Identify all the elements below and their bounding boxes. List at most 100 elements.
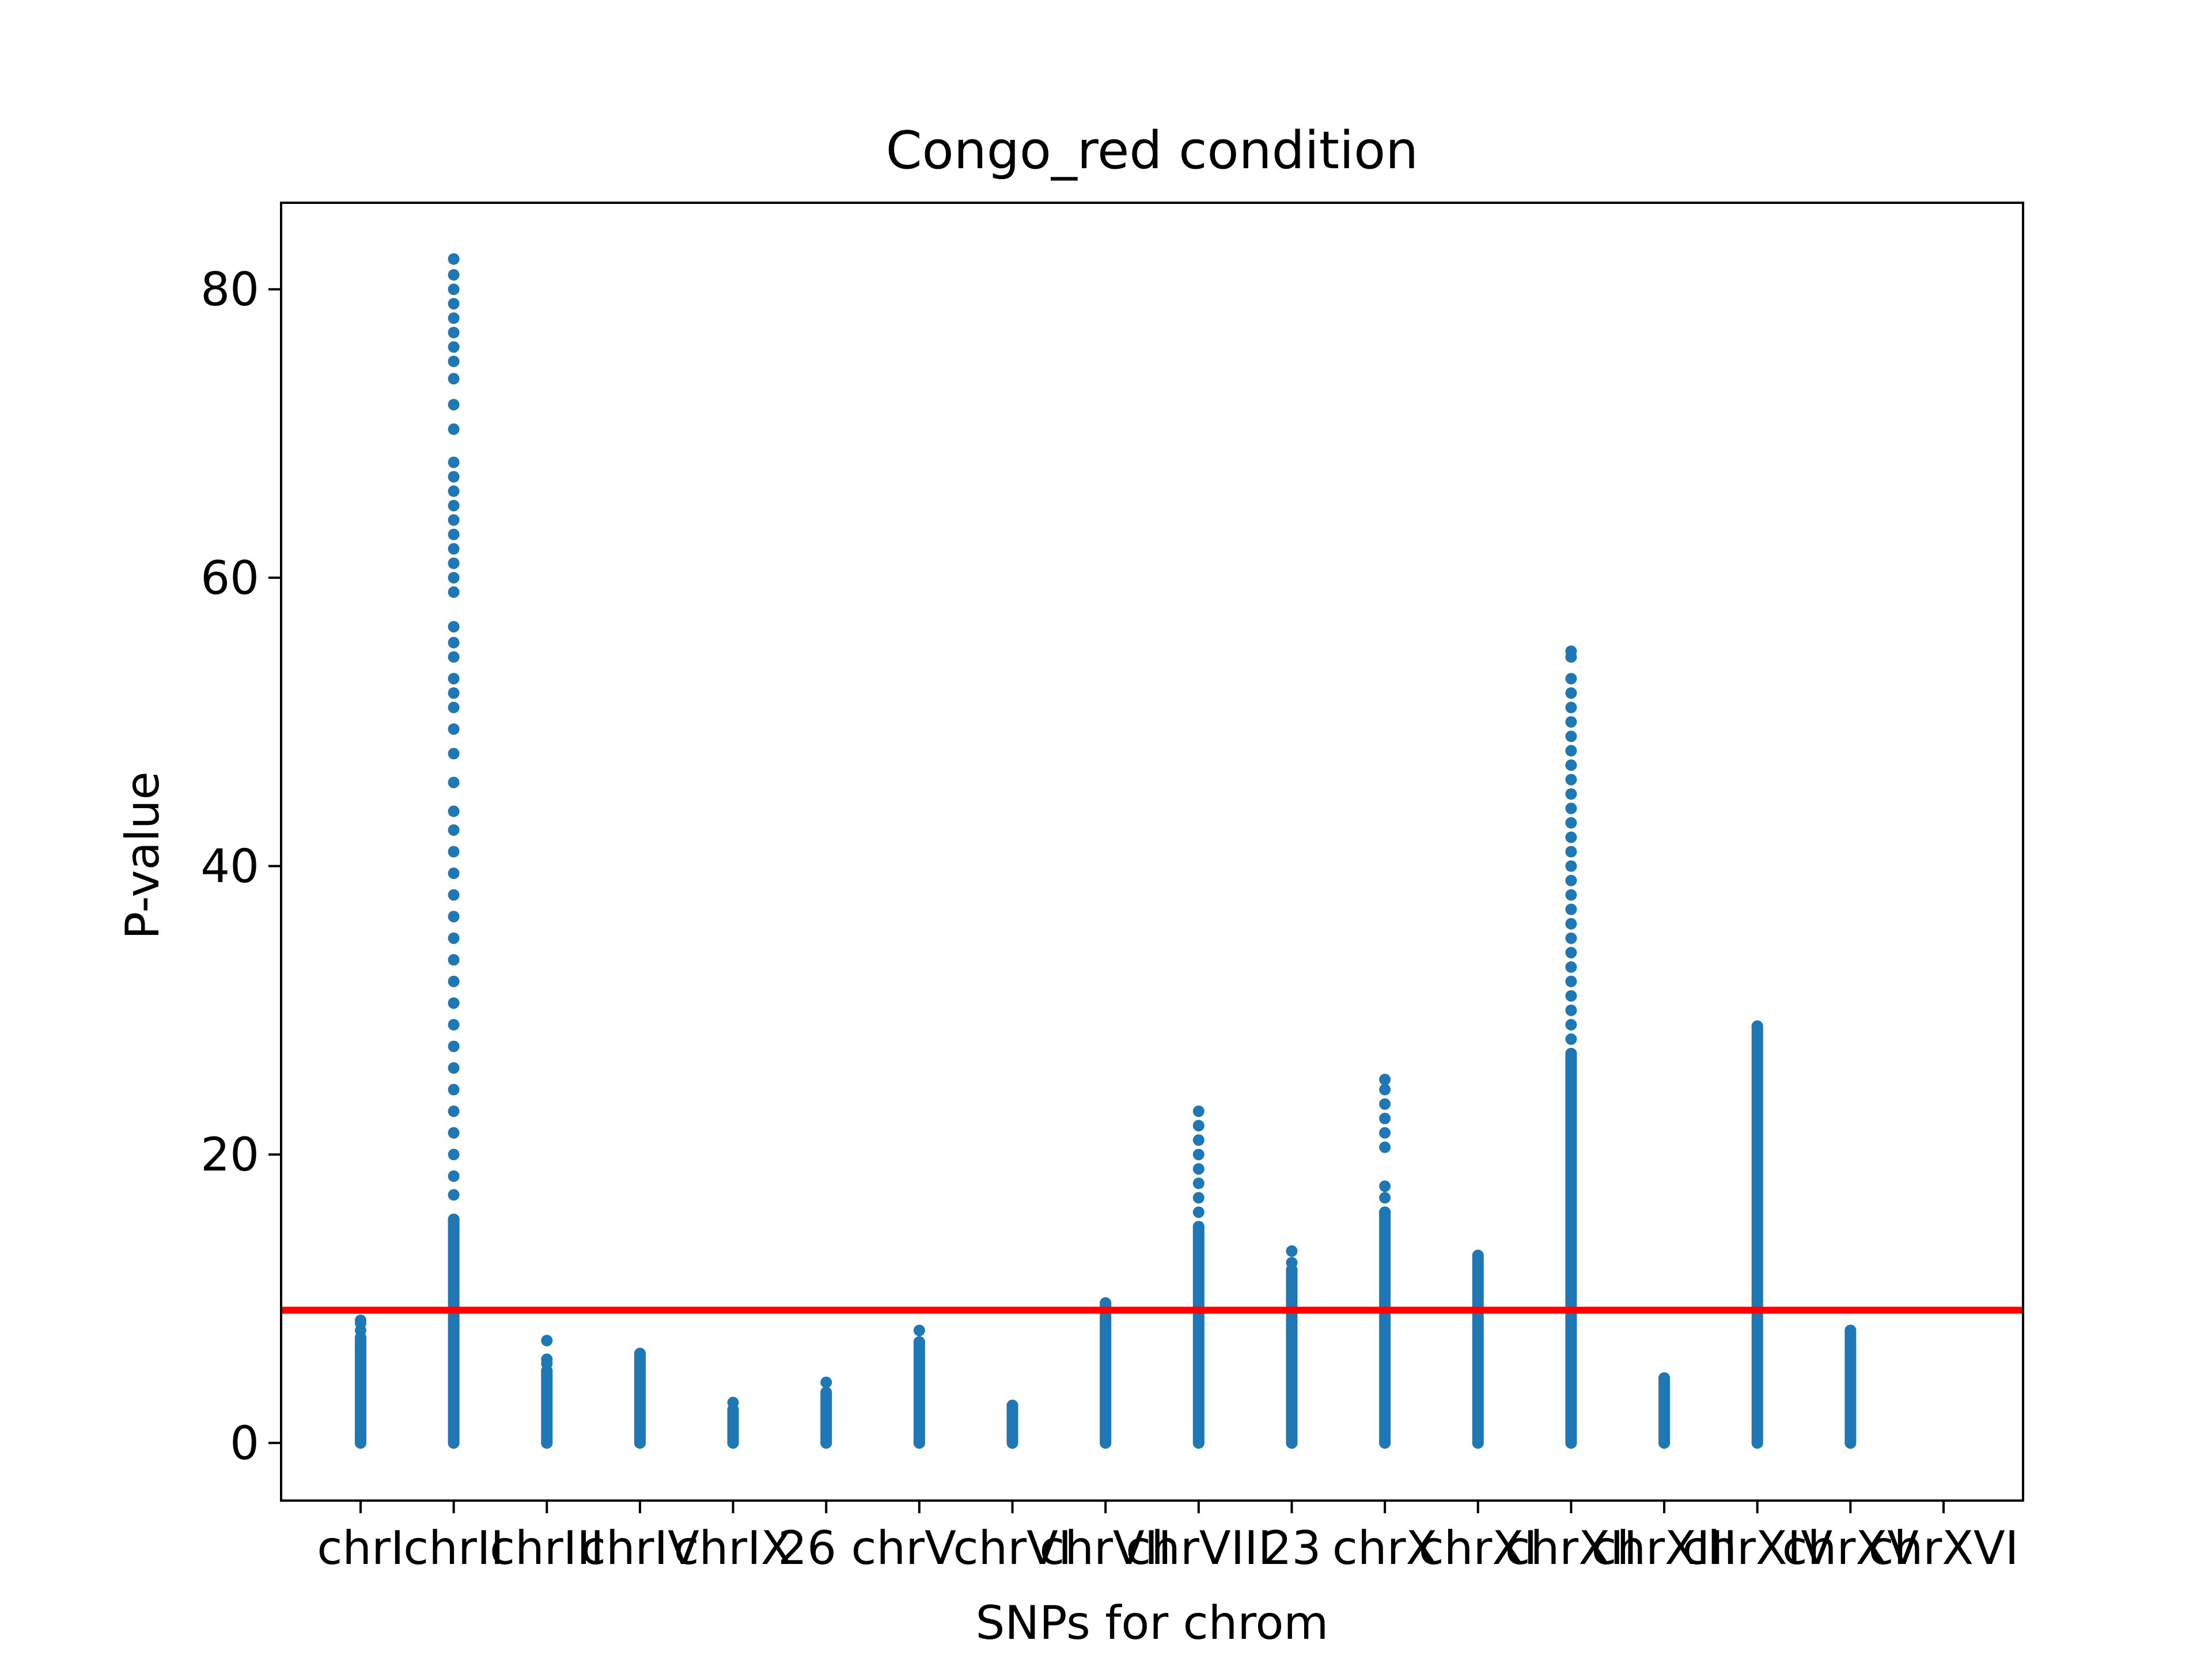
snp-point (1844, 1324, 1857, 1336)
snp-point (1379, 1206, 1391, 1218)
chart-title: Congo_red condition (886, 120, 1418, 181)
snp-point (1379, 1437, 1391, 1449)
snp-point (1565, 874, 1577, 887)
snp-point (448, 499, 460, 512)
snp-point (1192, 1437, 1205, 1449)
snp-point (727, 1437, 739, 1449)
snp-point (448, 805, 460, 817)
snp-point (448, 1213, 460, 1225)
x-tick-label: chrXV (1782, 1521, 1919, 1575)
snp-point (820, 1376, 832, 1388)
snp-point (448, 423, 460, 435)
snp-point (1192, 1163, 1205, 1175)
snp-point (448, 269, 460, 281)
series-chrXV (1844, 1324, 1857, 1449)
y-axis-label: P-value (116, 771, 169, 940)
snp-point (1565, 903, 1577, 915)
snp-point (1100, 1437, 1112, 1449)
snp-point (448, 1040, 460, 1052)
snp-point (1565, 645, 1577, 657)
snp-point (448, 485, 460, 497)
snp-point (913, 1336, 925, 1348)
snp-point (1565, 716, 1577, 728)
snp-point (1286, 1256, 1298, 1268)
snp-point (448, 846, 460, 858)
series-chrVIII (1192, 1105, 1205, 1449)
snp-point (1565, 1033, 1577, 1045)
snp-point (448, 1018, 460, 1031)
snp-point (1192, 1134, 1205, 1146)
snp-point (1565, 961, 1577, 973)
snp-point (1751, 1437, 1763, 1449)
snp-point (1379, 1084, 1391, 1096)
snp-point (448, 1170, 460, 1182)
snp-point (1379, 1141, 1391, 1153)
snp-point (1565, 831, 1577, 843)
snp-point (355, 1437, 366, 1449)
snp-point (448, 1149, 460, 1161)
snp-point (820, 1437, 832, 1449)
series-chrII (448, 253, 460, 1449)
snp-point (1379, 1074, 1391, 1086)
snp-point (1565, 889, 1577, 901)
snp-point (1379, 1112, 1391, 1124)
snp-point (448, 748, 460, 760)
y-axis: 0 20 40 60 80 (200, 263, 281, 1470)
x-tick-label: chrVIII (1126, 1521, 1271, 1575)
snp-point (1565, 788, 1577, 800)
x-tick-label: chrX (1332, 1521, 1437, 1575)
y-tick-label: 20 (200, 1128, 259, 1181)
series-chrVII (1100, 1297, 1112, 1449)
series-chrIV (634, 1347, 646, 1449)
y-tick-label: 0 (230, 1416, 259, 1470)
snp-point (1286, 1437, 1298, 1449)
x-axis-label: SNPs for chrom (976, 1596, 1329, 1650)
series-chrX (1379, 1074, 1391, 1449)
snp-point (1192, 1177, 1205, 1190)
snp-point (1006, 1437, 1018, 1449)
snp-point (1192, 1221, 1205, 1233)
x-tick-label: chrIV (581, 1521, 699, 1575)
x-tick-label: 23 (1263, 1521, 1321, 1575)
snp-point (448, 975, 460, 987)
snp-point (1565, 802, 1577, 815)
snp-point (634, 1437, 646, 1449)
snp-point (1565, 1047, 1577, 1059)
snp-point (448, 471, 460, 483)
x-tick-label: chrIX (674, 1521, 793, 1575)
snp-point (448, 651, 460, 663)
series-chrXII (1565, 645, 1577, 1449)
snp-point (1565, 1004, 1577, 1016)
plot-area (281, 253, 2023, 1449)
snp-point (1472, 1249, 1484, 1262)
snp-point (913, 1437, 925, 1449)
series-23 (1286, 1245, 1298, 1449)
snp-point (1472, 1437, 1484, 1449)
snp-point (1751, 1020, 1763, 1032)
x-tick-label: chrI (317, 1521, 404, 1575)
snp-point (913, 1324, 925, 1336)
snp-point (1565, 745, 1577, 757)
snp-point (1565, 730, 1577, 743)
snp-point (448, 637, 460, 649)
x-tick-label: chrVII (1039, 1521, 1172, 1575)
snp-point (448, 557, 460, 569)
x-tick-label: chrXI (1419, 1521, 1537, 1575)
snp-point (1192, 1192, 1205, 1204)
series-chrIII (541, 1335, 553, 1449)
x-tick-label: chrXIII (1591, 1521, 1737, 1575)
y-tick-label: 80 (200, 263, 259, 316)
x-tick-label: chrXVI (1869, 1521, 2019, 1575)
x-tick-label: chrIII (490, 1521, 604, 1575)
snp-point (448, 283, 460, 296)
snp-point (448, 723, 460, 735)
snp-point (448, 954, 460, 966)
snp-point (1565, 817, 1577, 829)
snp-point (448, 824, 460, 836)
series-chrI (355, 1315, 366, 1449)
snp-point (1565, 687, 1577, 699)
snp-point (1192, 1149, 1205, 1161)
snp-point (634, 1347, 646, 1359)
series-26 (820, 1376, 832, 1449)
snp-point (448, 327, 460, 339)
